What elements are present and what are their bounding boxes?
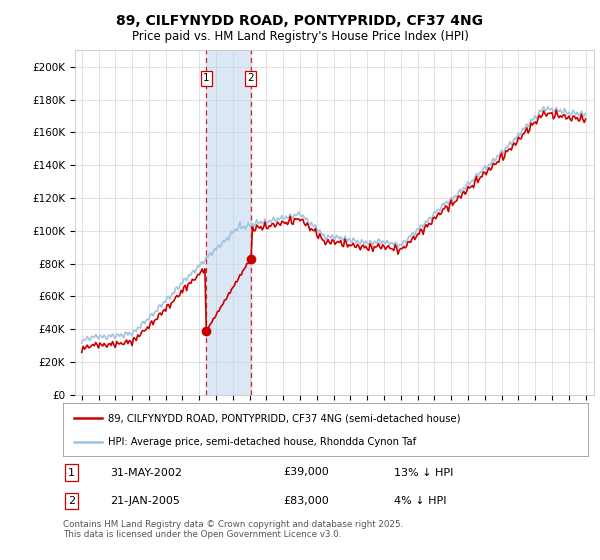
Text: 89, CILFYNYDD ROAD, PONTYPRIDD, CF37 4NG (semi-detached house): 89, CILFYNYDD ROAD, PONTYPRIDD, CF37 4NG… — [107, 413, 460, 423]
Bar — [206, 50, 251, 395]
Text: Price paid vs. HM Land Registry's House Price Index (HPI): Price paid vs. HM Land Registry's House … — [131, 30, 469, 43]
Text: 4% ↓ HPI: 4% ↓ HPI — [394, 496, 446, 506]
Text: 31-MAY-2002: 31-MAY-2002 — [110, 468, 182, 478]
Text: £83,000: £83,000 — [284, 496, 329, 506]
Text: 13% ↓ HPI: 13% ↓ HPI — [394, 468, 453, 478]
Text: HPI: Average price, semi-detached house, Rhondda Cynon Taf: HPI: Average price, semi-detached house,… — [107, 436, 416, 446]
Text: 2: 2 — [247, 73, 254, 83]
Text: £39,000: £39,000 — [284, 468, 329, 478]
Text: 21-JAN-2005: 21-JAN-2005 — [110, 496, 180, 506]
Text: 89, CILFYNYDD ROAD, PONTYPRIDD, CF37 4NG: 89, CILFYNYDD ROAD, PONTYPRIDD, CF37 4NG — [116, 14, 484, 28]
Text: 1: 1 — [68, 468, 75, 478]
Text: 1: 1 — [203, 73, 209, 83]
Text: Contains HM Land Registry data © Crown copyright and database right 2025.
This d: Contains HM Land Registry data © Crown c… — [63, 520, 403, 539]
Text: 2: 2 — [68, 496, 76, 506]
